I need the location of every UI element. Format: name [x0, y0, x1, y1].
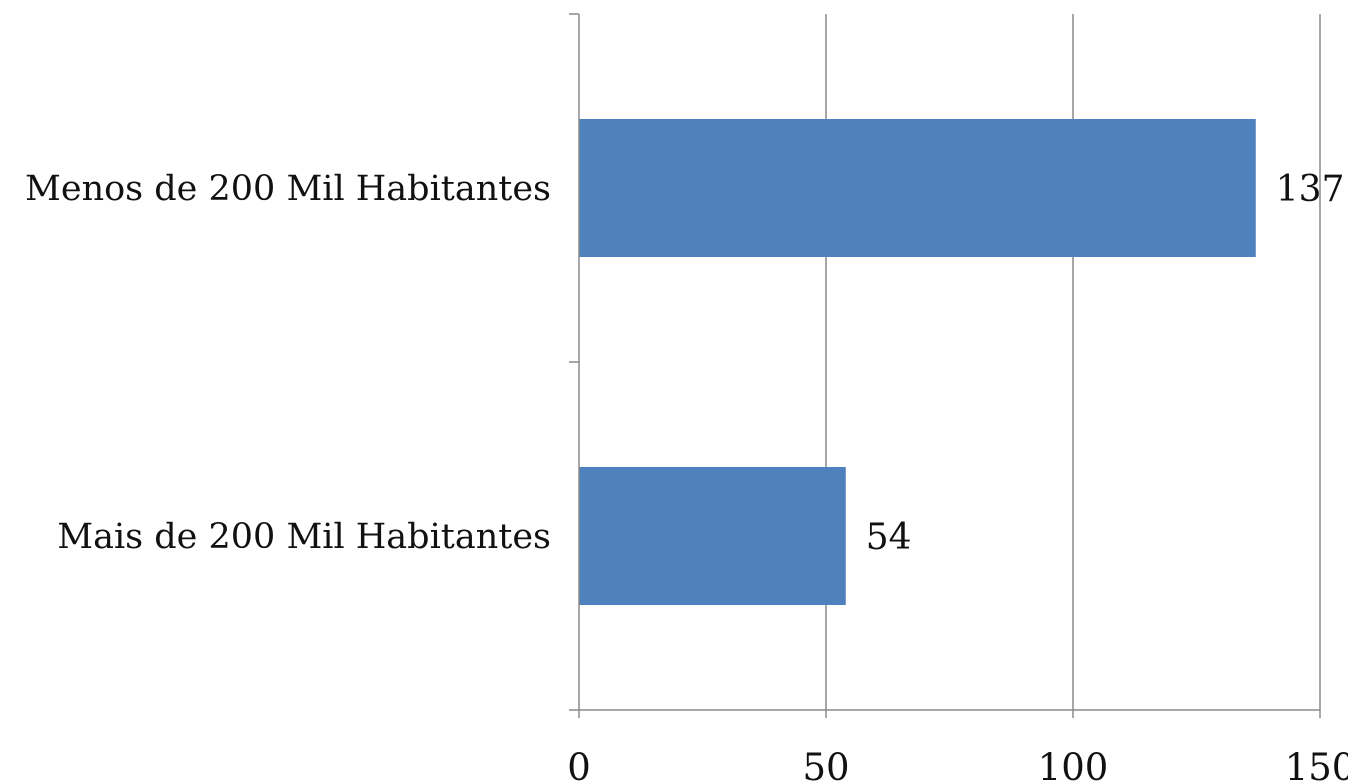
data-label-1: 54: [866, 517, 912, 558]
bar-0: [579, 119, 1256, 257]
x-tick-label-50: 50: [802, 746, 849, 782]
category-label-0: Menos de 200 Mil Habitantes: [25, 169, 551, 209]
data-label-0: 137: [1276, 169, 1345, 210]
x-tick-label-0: 0: [567, 746, 591, 782]
x-tick-label-150: 150: [1285, 746, 1348, 782]
bar-1: [579, 467, 846, 605]
labels: 0 50 100 150 Menos de 200 Mil Habitantes 137 M…: [25, 169, 1348, 782]
x-tick-label-100: 100: [1038, 746, 1109, 782]
bars: [579, 119, 1256, 605]
gridlines: [825, 14, 1321, 710]
axes: [569, 13, 1321, 718]
category-label-1: Mais de 200 Mil Habitantes: [57, 517, 551, 557]
